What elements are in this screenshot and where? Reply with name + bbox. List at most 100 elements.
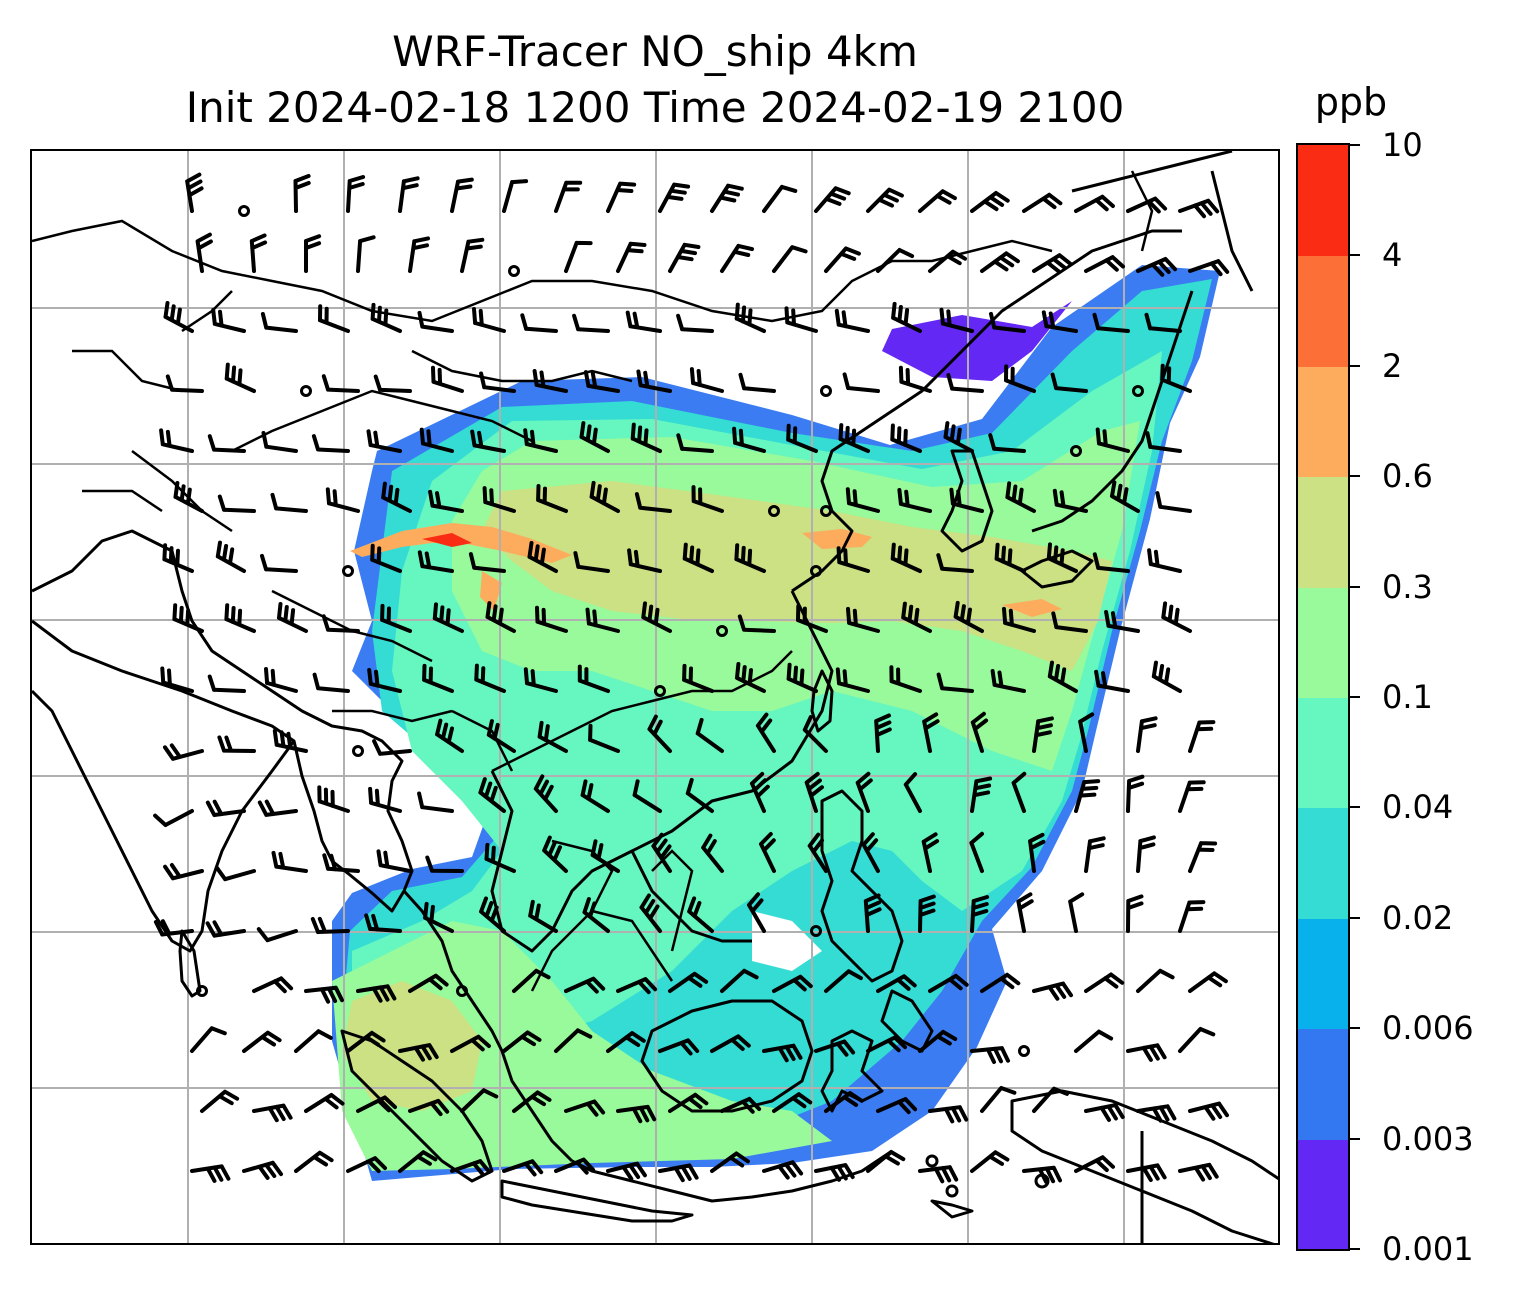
wind-barb-icon — [160, 666, 194, 693]
wind-barb-icon — [304, 234, 322, 273]
wind-barb-icon — [311, 434, 350, 453]
wind-barb-icon — [346, 175, 366, 213]
wind-barb-icon — [321, 374, 360, 393]
wind-barb-icon — [1188, 259, 1230, 277]
wind-barb-icon — [257, 799, 298, 817]
wind-barb-icon — [172, 603, 204, 633]
wind-barb-icon — [1155, 491, 1192, 513]
map-panel — [30, 149, 1280, 1245]
wind-barb-icon — [990, 669, 1026, 693]
wind-barb-icon — [627, 548, 662, 573]
calm-wind-circle-icon — [1132, 385, 1144, 397]
wind-barb-icon — [215, 540, 246, 573]
wind-barb-icon — [647, 714, 672, 753]
wind-barb-icon — [921, 832, 940, 873]
wind-barb-icon — [224, 362, 256, 393]
colorbar-tick-label: 0.3 — [1382, 567, 1433, 606]
wind-barb-icon — [408, 1098, 450, 1117]
wind-barb-icon — [356, 235, 376, 273]
tracer-region-khaki — [482, 481, 1112, 671]
wind-barb-icon — [294, 1029, 333, 1053]
wind-barb-icon — [554, 1157, 596, 1175]
colorbar-segment — [1298, 365, 1348, 478]
colorbar-tick — [1350, 144, 1360, 146]
wind-barb-icon — [836, 546, 870, 573]
wind-barb-icon — [173, 481, 204, 513]
wind-barb-icon — [1084, 1103, 1125, 1122]
wind-barb-icon — [855, 771, 873, 813]
map-title-line-2: Init 2024-02-18 1200 Time 2024-02-19 210… — [185, 83, 1125, 132]
wind-barb-icon — [980, 251, 1020, 273]
wind-barb-icon — [1178, 900, 1206, 933]
wind-barb-icon — [472, 307, 506, 333]
colorbar-tick-label: 0.001 — [1382, 1230, 1474, 1268]
colorbar-tick — [1350, 1027, 1360, 1030]
wind-barb-icon — [317, 785, 350, 813]
wind-barb-icon — [1188, 1101, 1229, 1121]
wind-barb-icon — [735, 662, 766, 693]
wind-barb-icon — [482, 486, 516, 513]
colorbar-tick — [1350, 364, 1360, 367]
wind-barb-icon — [190, 1164, 231, 1183]
wind-barb-icon — [1178, 780, 1206, 813]
calm-wind-circle-icon — [716, 625, 728, 637]
wind-barb-icon — [738, 372, 776, 393]
wind-barb-icon — [625, 310, 662, 333]
tracer-region-violet — [882, 301, 1072, 381]
wind-barb-icon — [732, 426, 766, 453]
wind-barb-icon — [676, 313, 714, 333]
wind-barb-icon — [691, 485, 724, 513]
wind-barb-icon — [1136, 835, 1156, 873]
wind-barb-icon — [668, 971, 709, 993]
wind-barb-icon — [408, 236, 430, 273]
wind-barb-icon — [211, 308, 246, 333]
wind-barb-icon — [435, 718, 464, 753]
wind-barb-icon — [685, 777, 714, 813]
wind-barb-icon — [460, 1088, 499, 1113]
wind-barb-icon — [897, 488, 932, 513]
wind-barb-icon — [898, 365, 932, 393]
wind-barb-icon — [1147, 548, 1182, 573]
wind-barb-icon — [918, 189, 957, 213]
wind-barb-icon — [1126, 1043, 1167, 1062]
wind-barb-icon — [918, 1029, 958, 1053]
calm-wind-circle-icon — [1070, 445, 1082, 457]
wind-barb-icon — [772, 1092, 813, 1113]
wind-barb-icon — [479, 371, 516, 393]
wind-barb-icon — [579, 421, 610, 453]
wind-barb-icon — [321, 614, 360, 633]
wind-barb-icon — [1160, 363, 1192, 393]
wind-barb-icon — [1074, 779, 1101, 813]
wind-barb-icon — [682, 663, 714, 693]
wind-barb-icon — [943, 421, 974, 453]
colorbar-tick-label: 0.6 — [1382, 457, 1433, 496]
wind-barb-icon — [312, 672, 350, 693]
colorbar-tick — [1350, 254, 1360, 257]
wind-barb-icon — [891, 301, 922, 333]
wind-barb-icon — [523, 667, 558, 693]
wind-barb-icon — [249, 233, 268, 273]
wind-barb-icon — [432, 602, 464, 633]
wind-barb-icon — [537, 720, 568, 753]
wind-barb-icon — [1161, 601, 1192, 633]
colorbar-tick — [1350, 1137, 1360, 1140]
wind-barb-icon — [376, 849, 412, 873]
wind-barb-icon — [450, 1034, 491, 1053]
wind-barb-icon — [425, 855, 464, 873]
wind-barb-icon — [651, 832, 672, 873]
wind-barb-icon — [1084, 836, 1106, 873]
wind-barb-icon — [1002, 606, 1036, 633]
calm-wind-circle-icon — [342, 565, 354, 577]
wind-barb-icon — [1151, 660, 1182, 693]
wind-barbs — [153, 172, 1230, 1184]
colorbar-segment — [1298, 807, 1348, 919]
calm-wind-circle-icon — [768, 505, 780, 517]
wind-barb-icon — [573, 551, 610, 573]
colorbar-segment — [1298, 1138, 1348, 1249]
wind-barb-icon — [1032, 253, 1073, 274]
wind-barb-icon — [876, 248, 915, 273]
wind-barb-icon — [838, 423, 870, 453]
wind-barb-icon — [370, 543, 402, 573]
wind-barb-icon — [422, 663, 454, 693]
wind-barb-icon — [710, 1151, 750, 1173]
